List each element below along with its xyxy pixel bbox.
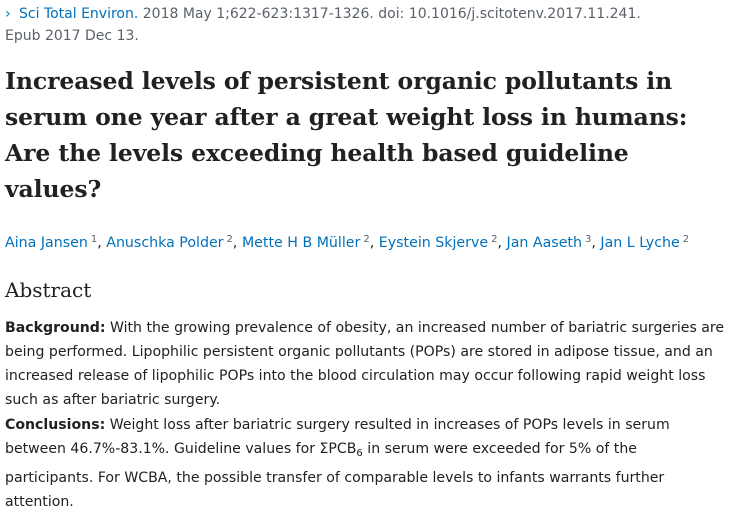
author-separator: , bbox=[591, 235, 601, 251]
journal-link[interactable]: Sci Total Environ. bbox=[19, 6, 139, 22]
author-link[interactable]: Eystein Skjerve bbox=[378, 235, 489, 251]
abstract-conclusions: Conclusions: Weight loss after bariatric… bbox=[5, 413, 727, 514]
author-item: Jan Aaseth 3 bbox=[506, 234, 592, 251]
affiliation-ref[interactable]: 2 bbox=[682, 234, 690, 245]
author-list: Aina Jansen 1, Anuschka Polder 2, Mette H … bbox=[5, 229, 725, 254]
affiliation-ref[interactable]: 2 bbox=[363, 234, 370, 245]
citation-details: 2018 May 1;622-623:1317-1326. doi: 10.10… bbox=[138, 6, 641, 22]
author-separator: , bbox=[97, 235, 107, 251]
author-link[interactable]: Jan L Lyche bbox=[600, 235, 680, 251]
conclusions-text-start: Weight loss after bariatric surgery resu… bbox=[5, 417, 670, 457]
author-link[interactable]: Aina Jansen bbox=[5, 235, 88, 251]
author-separator: , bbox=[369, 235, 379, 251]
chevron-right-icon[interactable]: › bbox=[5, 6, 11, 22]
author-item: Mette H B Müller 2 bbox=[241, 234, 370, 251]
conclusions-label: Conclusions: bbox=[5, 417, 106, 433]
author-separator: , bbox=[497, 235, 507, 251]
author-item: Jan L Lyche 2 bbox=[600, 234, 690, 251]
article-title: Increased levels of persistent organic p… bbox=[5, 67, 688, 203]
author-item: Eystein Skjerve 2 bbox=[378, 234, 498, 251]
author-separator: , bbox=[232, 235, 242, 251]
author-item: Anuschka Polder 2 bbox=[106, 234, 233, 251]
background-text: With the growing prevalence of obesity, … bbox=[5, 320, 725, 408]
affiliation-ref[interactable]: 2 bbox=[226, 234, 233, 245]
abstract-heading: Abstract bbox=[5, 278, 92, 302]
affiliation-ref[interactable]: 2 bbox=[491, 234, 498, 245]
abstract-background: Background: With the growing prevalence … bbox=[5, 316, 727, 412]
author-item: Aina Jansen 1 bbox=[5, 234, 98, 251]
author-link[interactable]: Jan Aaseth bbox=[506, 235, 582, 251]
affiliation-ref[interactable]: 3 bbox=[585, 234, 592, 245]
pcb-subscript: 6 bbox=[356, 448, 363, 459]
background-label: Background: bbox=[5, 320, 106, 336]
affiliation-ref[interactable]: 1 bbox=[90, 234, 98, 245]
citation: › Sci Total Environ. 2018 May 1;622-623:1… bbox=[5, 3, 725, 47]
author-link[interactable]: Anuschka Polder bbox=[106, 235, 224, 251]
author-link[interactable]: Mette H B Müller bbox=[241, 235, 361, 251]
epub-date: Epub 2017 Dec 13. bbox=[5, 28, 139, 44]
